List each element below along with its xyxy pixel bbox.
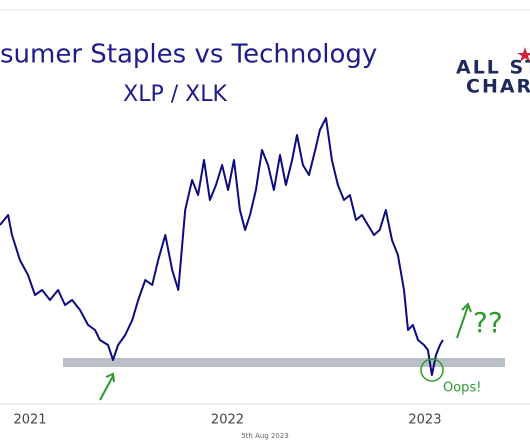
logo-text: ALL ST — [456, 57, 530, 79]
arrow — [456, 305, 469, 339]
x-tick-label: 2021 — [13, 413, 46, 428]
x-tick-label: 2022 — [211, 413, 244, 428]
plot: 2021 2022 2023 — [0, 117, 444, 428]
data-line — [0, 117, 444, 376]
chart-subtitle: XLP / XLK — [123, 82, 227, 107]
x-tick-label: 2023 — [408, 413, 441, 428]
footer: 5th Aug 2023 — [241, 432, 289, 440]
annotation: ?? — [473, 306, 503, 339]
logo-star — [517, 47, 530, 62]
support-band — [63, 358, 505, 367]
logo-text: CHAR — [466, 76, 530, 98]
highlight-circle — [420, 358, 444, 382]
annotation: Oops! — [443, 381, 481, 396]
chart-title: sumer Staples vs Technology — [0, 40, 377, 70]
arrow-head — [461, 302, 472, 313]
arrow-head — [105, 372, 115, 383]
arrow — [99, 375, 114, 401]
